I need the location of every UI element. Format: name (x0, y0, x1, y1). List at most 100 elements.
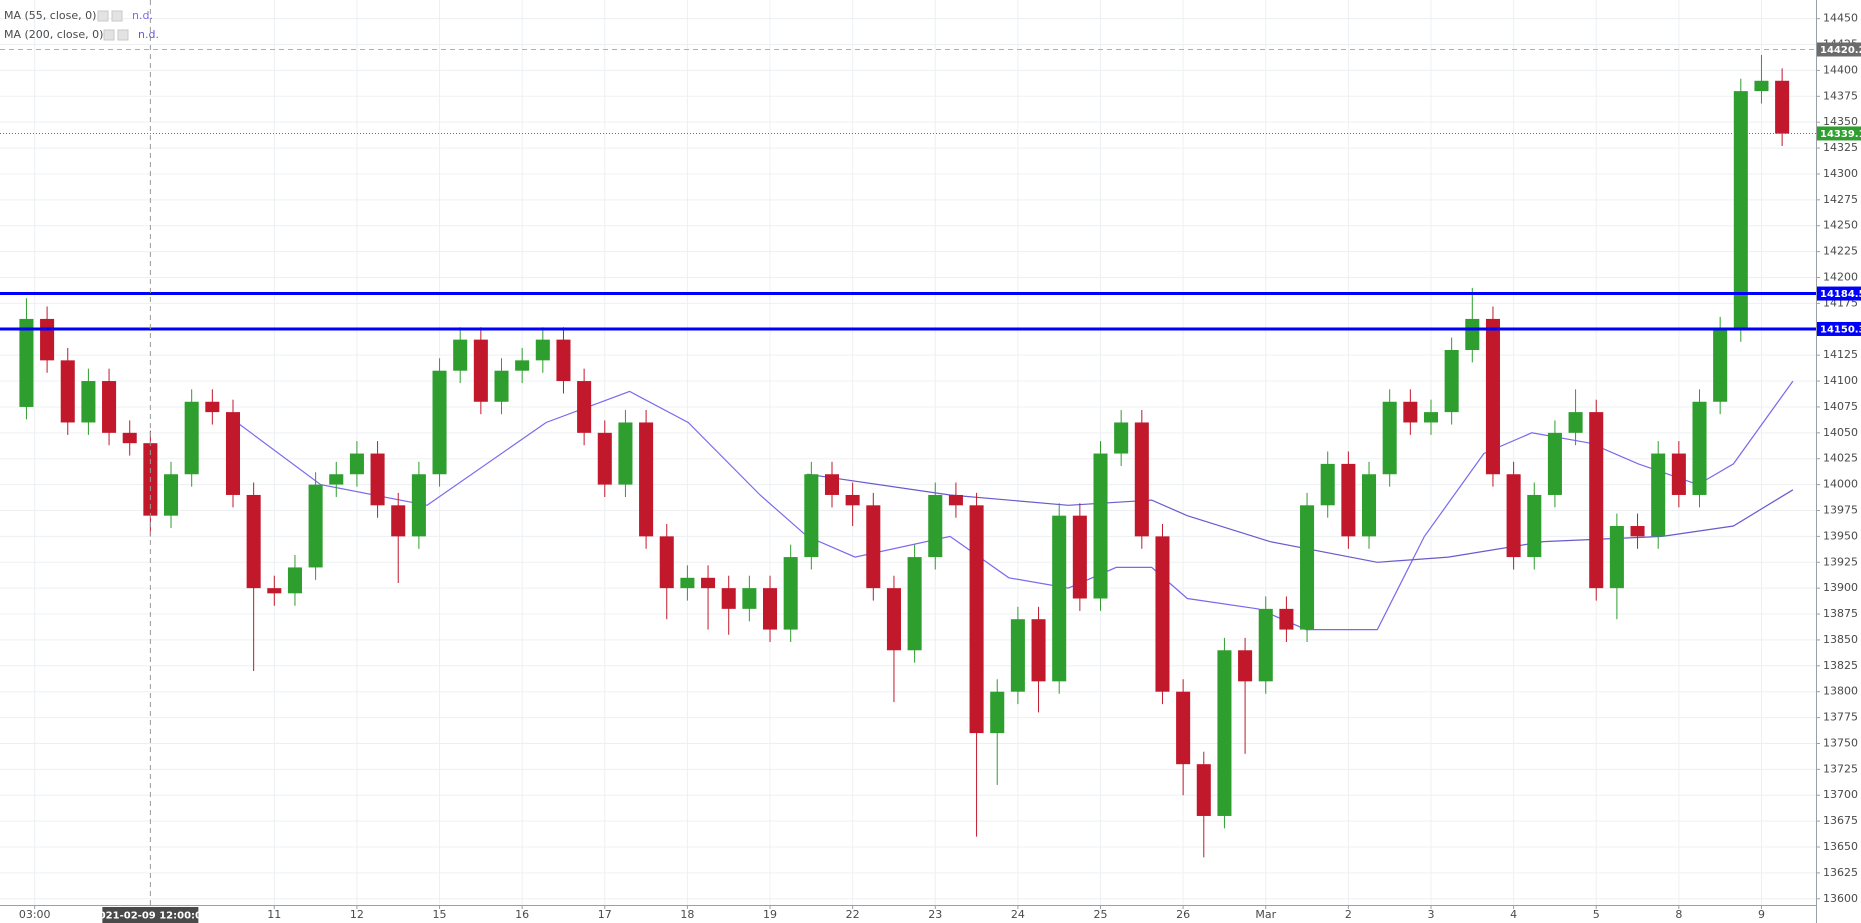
legend-status: n.d. (132, 9, 153, 22)
candle-body (329, 474, 344, 485)
candle-body (370, 453, 385, 506)
candle-body (1547, 432, 1562, 495)
candle-body (845, 494, 860, 506)
x-tick-label: 2 (1345, 908, 1352, 921)
candle-body (1671, 453, 1686, 495)
candle-body (577, 381, 592, 433)
x-tick-label: 16 (515, 908, 529, 921)
legend-label: MA (200, close, 0) (4, 28, 103, 41)
y-tick-label: 13750 (1823, 736, 1858, 749)
crosshair-label: 2021-02-09 12:00:00 (92, 911, 209, 922)
y-tick-label: 14275 (1823, 193, 1858, 206)
candle-body (990, 691, 1005, 734)
candle-body (1609, 526, 1624, 589)
y-tick-label: 13650 (1823, 840, 1858, 853)
candle-body (205, 401, 220, 413)
y-tick-label: 14375 (1823, 89, 1858, 102)
y-tick-label: 14350 (1823, 115, 1858, 128)
ma-line (807, 473, 1794, 563)
y-tick-label: 14025 (1823, 452, 1858, 465)
x-tick-label: Mar (1255, 908, 1276, 921)
candle-body (783, 557, 798, 630)
x-tick-label: 23 (928, 908, 942, 921)
candle-body (349, 453, 364, 475)
candle-body (308, 484, 323, 568)
y-tick-label: 14100 (1823, 374, 1858, 387)
x-tick-label: 5 (1593, 908, 1600, 921)
y-tick-label: 13725 (1823, 762, 1858, 775)
candle-body (639, 422, 654, 537)
y-tick-label: 13850 (1823, 633, 1858, 646)
price-tag-label: 14184.5 (1820, 289, 1861, 300)
x-tick-label: 18 (680, 908, 694, 921)
candle-body (1754, 80, 1769, 92)
legend-icon (117, 29, 129, 41)
candle-body (225, 412, 241, 495)
candle-body (102, 381, 117, 433)
x-tick-label: 11 (267, 908, 281, 921)
candle-body (1589, 412, 1604, 589)
candle-body (1692, 401, 1707, 495)
candle-body (928, 494, 943, 558)
candle-body (742, 588, 757, 609)
candle-body (556, 339, 571, 382)
candle-body (1114, 422, 1129, 454)
candle-body (1341, 463, 1356, 537)
candle-body (453, 339, 468, 371)
candle-body (948, 494, 963, 506)
y-tick-label: 13625 (1823, 866, 1858, 879)
candle-body (1300, 505, 1315, 630)
candle-body (473, 339, 488, 402)
x-tick-label: 24 (1011, 908, 1025, 921)
price-tag-label: 14420.2 (1820, 45, 1861, 56)
candle-body (866, 505, 881, 589)
y-tick-label: 13800 (1823, 685, 1858, 698)
x-tick-label: 26 (1176, 908, 1190, 921)
candle-body (1238, 650, 1253, 682)
x-tick-label: 17 (598, 908, 612, 921)
price-tag-label: 14150.3 (1820, 324, 1861, 335)
candle-body (886, 588, 901, 651)
y-tick-label: 14450 (1823, 12, 1858, 25)
price-tag (1817, 126, 1861, 141)
candle-body (1031, 619, 1046, 682)
y-tick-label: 14300 (1823, 167, 1858, 180)
candle-body (494, 370, 509, 402)
time-axis-bg (0, 905, 1816, 923)
x-tick-label: 8 (1675, 908, 1682, 921)
y-tick-label: 14325 (1823, 141, 1858, 154)
candle-body (1713, 329, 1728, 402)
price-axis-bg (1816, 0, 1861, 923)
candle-body (1506, 474, 1521, 558)
candle-body (1362, 474, 1377, 537)
legend-icon (97, 10, 109, 22)
x-tick-label: 12 (350, 908, 364, 921)
candle-body (1444, 349, 1459, 413)
candle-body (1052, 515, 1067, 682)
candle-body (1320, 463, 1335, 506)
candle-body (432, 370, 447, 475)
y-tick-label: 14050 (1823, 426, 1858, 439)
candle-body (515, 360, 530, 371)
candle-body (391, 505, 406, 537)
x-tick-label: 9 (1758, 908, 1765, 921)
y-tick-label: 13875 (1823, 607, 1858, 620)
x-tick-label: 4 (1510, 908, 1517, 921)
candle-body (1134, 422, 1149, 537)
candle-body (1423, 412, 1439, 423)
candle-body (40, 318, 55, 361)
candle-body (1382, 401, 1397, 475)
x-tick-label: 03:00 (19, 908, 51, 921)
candle-body (721, 588, 736, 609)
candle-body (1093, 453, 1108, 599)
candle-body (1155, 536, 1170, 692)
y-tick-label: 13950 (1823, 529, 1858, 542)
candle-body (597, 432, 612, 485)
y-tick-label: 13675 (1823, 814, 1858, 827)
legend-status: n.d. (138, 28, 159, 41)
candle-body (763, 588, 778, 630)
y-tick-label: 13925 (1823, 555, 1858, 568)
x-tick-label: 3 (1427, 908, 1434, 921)
